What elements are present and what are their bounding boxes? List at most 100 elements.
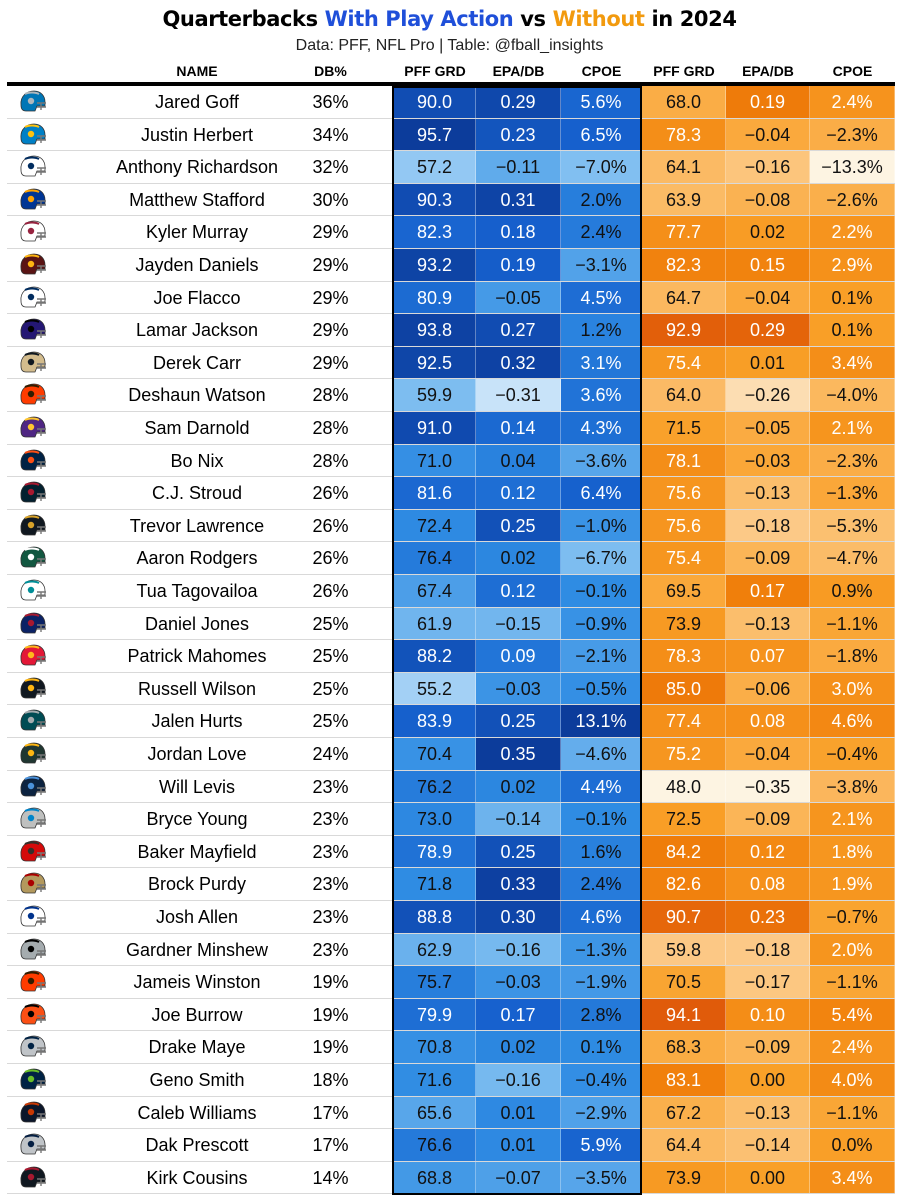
- table-row: Baker Mayfield 23% 78.9 0.25 1.6% 84.2 0.12 1.8…: [7, 835, 895, 869]
- player-name: Jayden Daniels: [135, 255, 259, 275]
- pa-cpoe-cell: 4.3%: [561, 412, 642, 444]
- pa-cpoe-cell: 4.4%: [561, 770, 642, 803]
- pa-cpoe-cell: 6.5%: [561, 118, 642, 151]
- table-row: Anthony Richardson 32% 57.2 −0.11 −7.0% 64.1−…: [7, 151, 895, 184]
- col-header-npa-epa-db: EPA/DB: [742, 63, 794, 79]
- pa-pff-grd-cell: 81.6: [394, 477, 476, 510]
- cardinals-helmet-icon: [17, 219, 47, 245]
- table-row: Lamar Jackson 29% 93.8 0.27 1.2% 92.9 0.29 0.1%: [7, 314, 895, 347]
- npa-cpoe-cell: 0.1%: [810, 314, 895, 347]
- npa-pff-grd-cell: 48.0: [642, 770, 726, 803]
- table-row: Joe Burrow 19% 79.9 0.17 2.8% 94.1 0.10 5.4%: [7, 998, 895, 1032]
- pa-pff-grd-cell: 93.8: [394, 314, 476, 347]
- pa-cpoe-cell: −7.0%: [561, 151, 642, 184]
- table-row: Daniel Jones 25% 61.9 −0.15 −0.9% 73.9 −0.13 −1…: [7, 607, 895, 641]
- npa-epa-db-cell: 0.15: [726, 249, 810, 281]
- npa-epa-db-cell: 0.07: [726, 640, 810, 673]
- pa-cpoe-cell: 2.4%: [561, 868, 642, 901]
- pa-cpoe-cell: 4.5%: [561, 281, 642, 314]
- pa-pff-grd-cell: 76.4: [394, 542, 476, 575]
- npa-cpoe-cell: −2.6%: [810, 183, 895, 216]
- col-header-db: DB%: [314, 63, 347, 79]
- pa-epa-db-cell: 0.14: [476, 412, 561, 444]
- colts-helmet-icon: [17, 285, 47, 311]
- ravens-helmet-icon: [17, 317, 47, 343]
- player-name: Josh Allen: [155, 907, 239, 927]
- npa-epa-db-cell: 0.12: [726, 835, 810, 868]
- pa-cpoe-cell: 2.4%: [561, 216, 642, 249]
- pa-cpoe-cell: 3.1%: [561, 346, 642, 379]
- npa-pff-grd-cell: 64.7: [642, 281, 726, 314]
- npa-cpoe-cell: −1.3%: [810, 477, 895, 510]
- table-row: Matthew Stafford 30% 90.3 0.31 2.0% 63.9 −0.08…: [7, 183, 895, 217]
- table-row: Patrick Mahomes 25% 88.2 0.09 −2.1% 78.3 0.07−…: [7, 640, 895, 673]
- npa-pff-grd-cell: 82.6: [642, 868, 726, 901]
- row-divider: [7, 899, 895, 901]
- pa-cpoe-cell: −0.4%: [561, 1064, 642, 1096]
- npa-pff-grd-cell: 70.5: [642, 966, 726, 999]
- npa-cpoe-cell: −3.8%: [810, 770, 895, 803]
- db-percent: 26%: [312, 548, 349, 569]
- pa-epa-db-cell: −0.03: [476, 672, 561, 705]
- npa-pff-grd-cell: 72.5: [642, 803, 726, 836]
- broncos-helmet-icon: [17, 448, 47, 474]
- player-name: Matthew Stafford: [129, 189, 265, 210]
- npa-cpoe-cell: −13.3%: [810, 151, 895, 184]
- npa-epa-db-cell: 0.08: [726, 705, 810, 738]
- giants-helmet-icon: [17, 611, 47, 637]
- pa-cpoe-cell: 4.6%: [561, 901, 642, 933]
- pa-cpoe-cell: 5.6%: [561, 86, 642, 118]
- pa-epa-db-cell: 0.12: [476, 575, 561, 607]
- player-name: Aaron Rodgers: [136, 548, 258, 569]
- lions-helmet-icon: [17, 89, 47, 115]
- pa-pff-grd-cell: 76.6: [394, 1129, 476, 1162]
- table-row: Deshaun Watson 28% 59.9 −0.31 3.6% 64.0 −0.26−…: [7, 379, 895, 412]
- row-divider: [7, 476, 895, 478]
- player-name: Jordan Love: [147, 744, 247, 764]
- pa-pff-grd-cell: 95.7: [394, 118, 476, 151]
- table-row: Bryce Young 23% 73.0 −0.14 −0.1% 72.5 −0.09 2.1…: [7, 803, 895, 836]
- table-row: Caleb Williams 17% 65.6 0.01 −2.9% 67.2 −0.13−…: [7, 1096, 895, 1130]
- 49ers-helmet-icon: [17, 871, 47, 897]
- pa-epa-db-cell: −0.07: [476, 1161, 561, 1194]
- table-row: Brock Purdy 23% 71.8 0.33 2.4% 82.6 0.08 1.9%: [7, 868, 895, 901]
- db-percent: 23%: [312, 874, 349, 895]
- npa-epa-db-cell: 0.29: [726, 314, 810, 347]
- npa-cpoe-cell: −2.3%: [810, 444, 895, 477]
- row-divider: [7, 1128, 895, 1130]
- db-percent: 18%: [312, 1070, 349, 1090]
- npa-pff-grd-cell: 77.7: [642, 216, 726, 249]
- player-name: Geno Smith: [149, 1070, 245, 1090]
- pa-epa-db-cell: −0.16: [476, 1064, 561, 1096]
- db-percent: 25%: [312, 711, 349, 732]
- pa-epa-db-cell: 0.25: [476, 509, 561, 542]
- npa-epa-db-cell: −0.13: [726, 1096, 810, 1129]
- db-percent: 19%: [312, 1037, 349, 1058]
- table-row: Aaron Rodgers 26% 76.4 0.02 −6.7% 75.4 −0.09 −4…: [7, 542, 895, 575]
- row-divider: [7, 247, 895, 249]
- row-divider: [7, 1095, 895, 1097]
- vikings-helmet-icon: [17, 415, 47, 441]
- seahawks-helmet-icon: [17, 1067, 47, 1093]
- pa-cpoe-cell: −2.9%: [561, 1096, 642, 1129]
- titans-helmet-icon: [17, 774, 47, 800]
- pa-pff-grd-cell: 55.2: [394, 672, 476, 705]
- title-play-action: With Play Action: [324, 7, 514, 31]
- row-divider: [7, 1062, 895, 1064]
- player-name: Bo Nix: [170, 450, 224, 471]
- pa-cpoe-cell: 3.6%: [561, 379, 642, 412]
- npa-cpoe-cell: 2.1%: [810, 803, 895, 836]
- npa-pff-grd-cell: 75.6: [642, 509, 726, 542]
- npa-epa-db-cell: −0.16: [726, 151, 810, 184]
- npa-cpoe-cell: −5.3%: [810, 509, 895, 542]
- npa-pff-grd-cell: 64.1: [642, 151, 726, 184]
- npa-epa-db-cell: −0.04: [726, 281, 810, 314]
- npa-cpoe-cell: 0.9%: [810, 575, 895, 607]
- player-name: Drake Maye: [148, 1037, 246, 1058]
- pa-epa-db-cell: 0.32: [476, 346, 561, 379]
- row-divider: [7, 378, 895, 380]
- pa-pff-grd-cell: 83.9: [394, 705, 476, 738]
- npa-pff-grd-cell: 85.0: [642, 672, 726, 705]
- npa-epa-db-cell: 0.01: [726, 346, 810, 379]
- npa-epa-db-cell: 0.08: [726, 868, 810, 901]
